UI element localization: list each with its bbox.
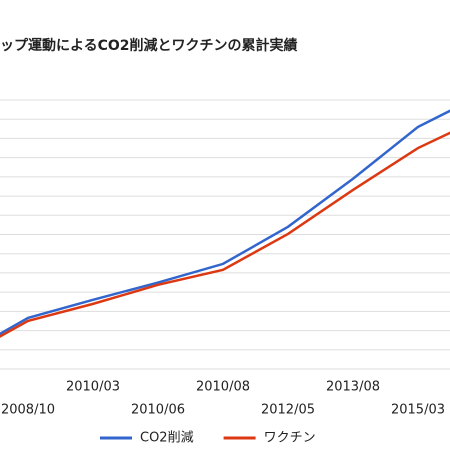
x-tick-label: 2012/05 bbox=[261, 403, 315, 418]
legend-label: ワクチン bbox=[264, 431, 316, 446]
chart-title: ップ運動によるCO2削減とワクチンの累計実績 bbox=[0, 37, 298, 54]
series-line bbox=[0, 131, 450, 338]
series-line bbox=[0, 109, 450, 336]
x-tick-label: 2010/08 bbox=[196, 380, 250, 395]
x-tick-label: 2008/10 bbox=[1, 403, 55, 418]
x-tick-label: 2013/08 bbox=[326, 380, 380, 395]
x-tick-label: 2010/06 bbox=[131, 403, 185, 418]
x-tick-label: 2010/03 bbox=[66, 380, 120, 395]
x-tick-label: 2015/03 bbox=[391, 403, 445, 418]
legend-label: CO2削減 bbox=[140, 430, 194, 446]
